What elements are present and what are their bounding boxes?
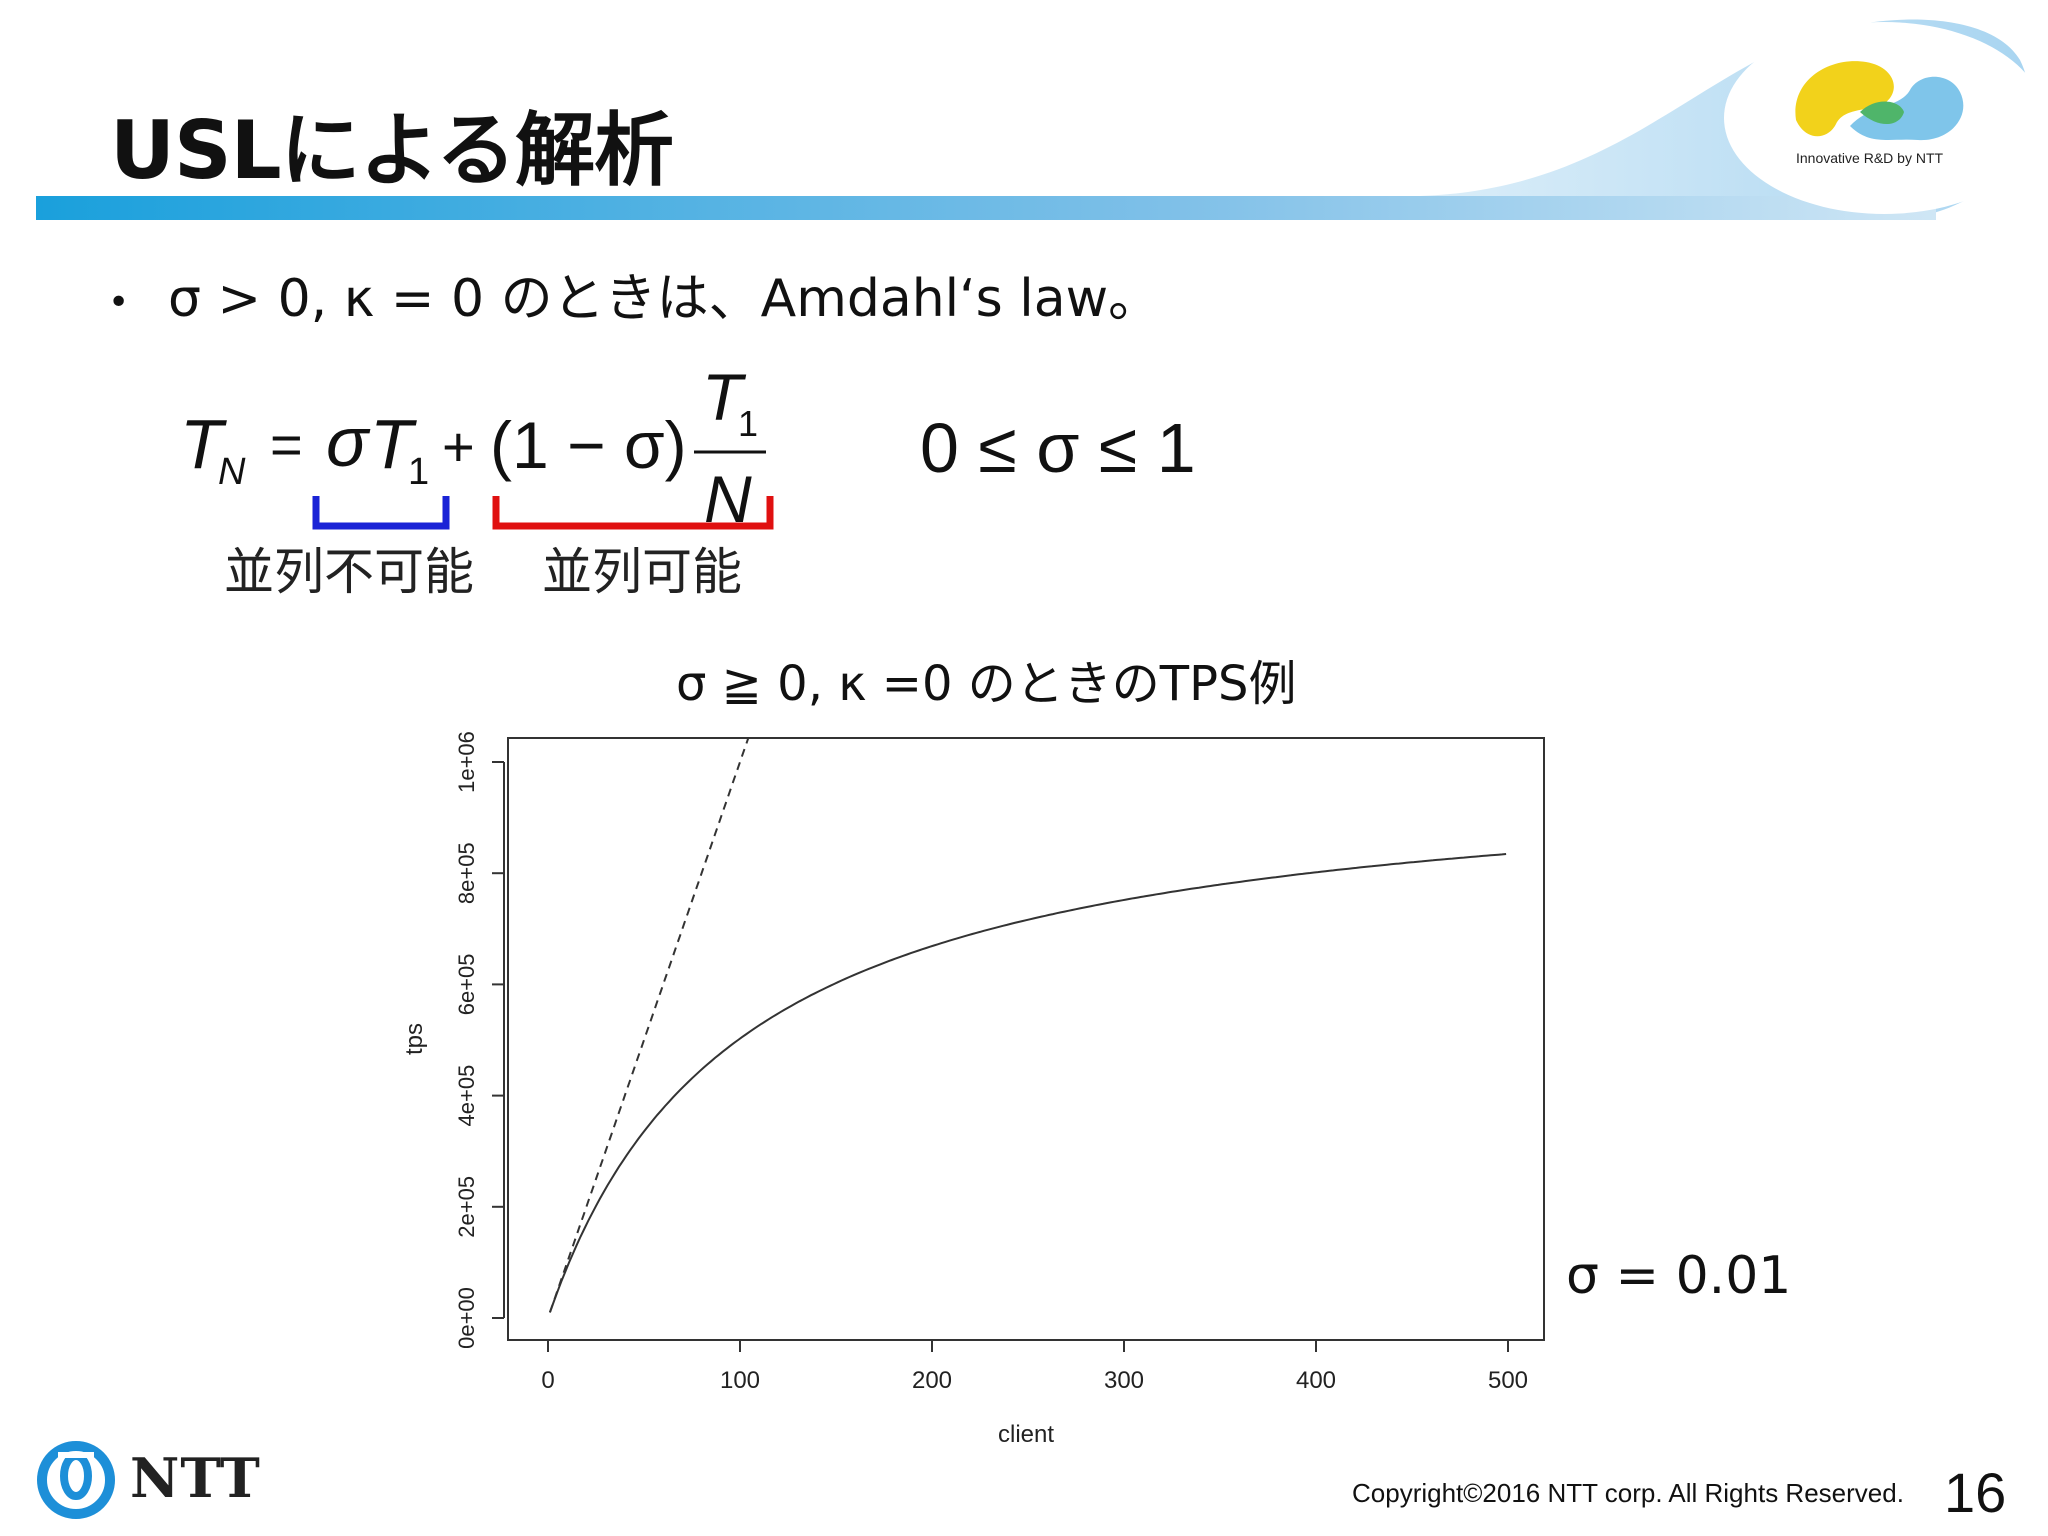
y-axis-label: tps	[401, 1023, 428, 1055]
formula-t1-sub: 1	[408, 451, 429, 493]
page-number: 16	[1944, 1461, 2007, 1524]
chart-title: σ ≧ 0, κ =0 のときのTPS例	[676, 656, 1297, 712]
x-axis-label: client	[998, 1421, 1054, 1448]
formula-plus: +	[442, 415, 475, 478]
formula-constraint: 0 ≤ σ ≤ 1	[920, 409, 1196, 487]
header-decoration	[36, 19, 2044, 220]
formula-eq: =	[270, 413, 303, 476]
formula-frac-num: T	[702, 360, 747, 434]
bullet-item: • σ > 0, κ = 0 のときは、Amdahl‘s law。	[108, 256, 1160, 331]
formula-lhs-sub: N	[218, 451, 246, 493]
x-tick-label: 200	[912, 1367, 952, 1394]
formula-t1: T	[370, 405, 417, 483]
formula-frac-num-sub: 1	[738, 403, 758, 444]
plot-frame	[507, 737, 1545, 1341]
y-tick-label: 4e+05	[454, 1065, 479, 1127]
label-parallel: 並列可能	[542, 543, 742, 601]
x-tick-label: 500	[1488, 1367, 1528, 1394]
logo-tagline: Innovative R&D by NTT	[1796, 150, 1944, 166]
sigma-value-note: σ = 0.01	[1566, 1246, 1792, 1306]
formula-lhs: T	[180, 405, 227, 483]
copyright: Copyright©2016 NTT corp. All Rights Rese…	[1352, 1478, 1904, 1508]
x-tick-label: 0	[541, 1367, 554, 1394]
formula-sigma: σ	[326, 403, 371, 481]
bullet-dot-icon: •	[108, 281, 130, 323]
ntt-swirl-logo-icon	[1795, 61, 1964, 141]
bullet-text: σ > 0, κ = 0 のときは、Amdahl‘s law。	[168, 269, 1161, 329]
header-bar	[36, 196, 1936, 220]
formula: T N = σ T 1 + (1 − σ) T 1 N 0 ≤ σ ≤ 1	[180, 360, 1196, 536]
y-tick-label: 6e+05	[454, 954, 479, 1016]
series-linear-dashed	[548, 738, 750, 1313]
y-tick-label: 8e+05	[454, 842, 479, 904]
y-tick-label: 1e+06	[454, 731, 479, 793]
brace-parallel	[492, 496, 774, 530]
tps-chart: 0 100 200 300 400 500 client 0e+00 2e+05 4e+05 6e+…	[401, 731, 1545, 1448]
ntt-logo-icon	[37, 1441, 115, 1519]
series-usl-curve	[548, 853, 1507, 1313]
x-tick-label: 300	[1104, 1367, 1144, 1394]
x-tick-label: 100	[720, 1367, 760, 1394]
ntt-wordmark: NTT	[130, 1446, 261, 1510]
y-tick-label: 0e+00	[454, 1287, 479, 1349]
brace-serial	[312, 496, 450, 530]
x-tick-label: 400	[1296, 1367, 1336, 1394]
label-serial: 並列不可能	[224, 543, 474, 601]
slide-title: USLによる解析	[110, 104, 674, 197]
formula-one-minus-sigma: (1 − σ)	[490, 408, 687, 482]
y-tick-label: 2e+05	[454, 1176, 479, 1238]
